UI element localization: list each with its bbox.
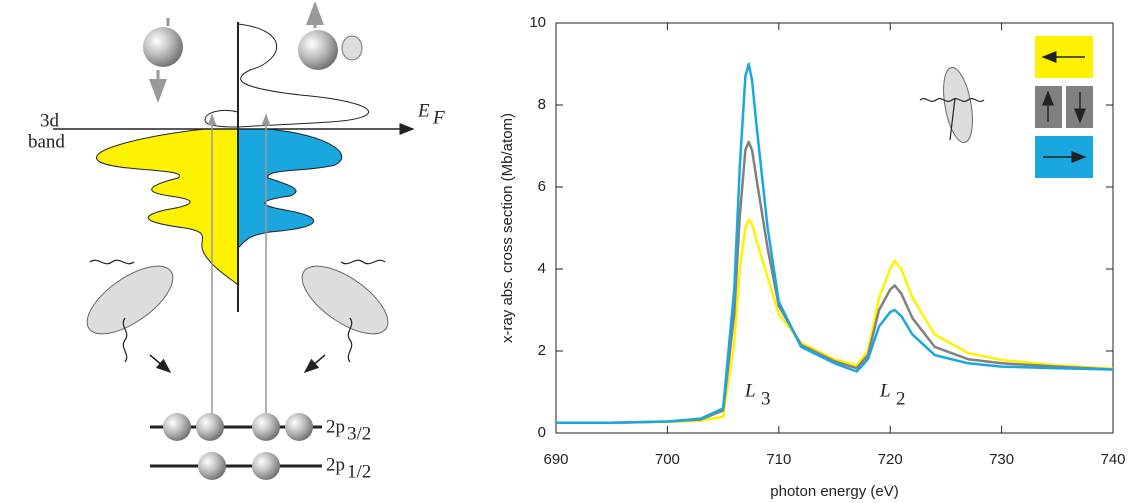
electron (196, 413, 224, 441)
legend-wave (919, 97, 985, 141)
fermi-subscript: F (432, 107, 445, 128)
band-label: band (28, 131, 65, 152)
electron (163, 413, 191, 441)
series-line (556, 62, 1114, 424)
edge-label: L (879, 380, 891, 401)
spin-ball (298, 30, 338, 70)
electron (198, 452, 226, 480)
photon-wave (89, 259, 135, 363)
polarization-ellipse (301, 265, 389, 335)
x-tick-label: 740 (1100, 451, 1125, 468)
unoccupied-dos (204, 23, 369, 128)
photon-wave (340, 259, 386, 363)
legend-photon (943, 67, 973, 143)
dos-minority (237, 128, 342, 250)
electron (285, 413, 313, 441)
plot-frame (555, 22, 1114, 434)
polarization-ellipse (86, 265, 174, 335)
x-tick-label: 720 (878, 451, 903, 468)
core-level-subscript: 3/2 (347, 423, 371, 444)
y-tick-label: 0 (538, 424, 546, 441)
y-tick-label: 2 (538, 342, 546, 359)
fermi-label: E (417, 100, 430, 121)
core-level-label: 2p (326, 454, 345, 475)
edge-subscript: 3 (761, 388, 771, 409)
edge-label: L (744, 380, 756, 401)
x-tick-label: 690 (543, 451, 568, 468)
series-line (556, 140, 1114, 424)
electron (252, 452, 280, 480)
band-label: 3d (40, 110, 60, 131)
y-tick-label: 10 (529, 14, 546, 31)
mouse (341, 35, 363, 61)
core-level-label: 2p (326, 416, 345, 437)
chart: 690 700 710 720 730 740 0 2 4 6 8 10 photon energy (… (499, 14, 1126, 500)
y-tick-label: 6 (538, 178, 546, 195)
y-tick-label: 4 (538, 260, 546, 277)
y-axis-title: x-ray abs. cross section (Mb/atom) (499, 113, 516, 343)
photon-arrow (149, 354, 172, 373)
core-level-subscript: 1/2 (347, 461, 371, 482)
edge-subscript: 2 (896, 388, 906, 409)
spin-ball (143, 27, 183, 67)
electron (252, 413, 280, 441)
dos-majority (96, 128, 239, 287)
x-axis-title: photon energy (eV) (770, 483, 898, 500)
y-tick-label: 8 (538, 96, 546, 113)
series-line (556, 218, 1114, 424)
photon-arrow (303, 354, 326, 373)
x-tick-label: 710 (766, 451, 791, 468)
x-tick-label: 730 (989, 451, 1014, 468)
x-tick-label: 700 (655, 451, 680, 468)
diagram: 3d band E F 2p 3/2 2p 1/2 (28, 1, 445, 482)
